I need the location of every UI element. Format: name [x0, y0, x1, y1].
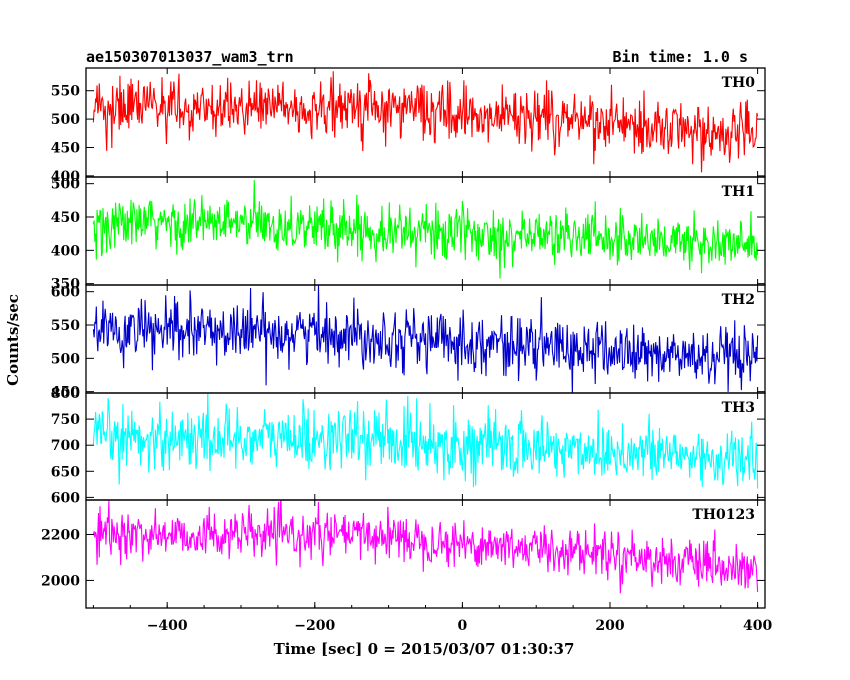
x-axis-label: Time [sec] 0 = 2015/03/07 01:30:37	[274, 640, 575, 658]
panel-th2: 450 500 550 600 TH2	[51, 284, 766, 401]
y-tick-label: 450	[51, 140, 80, 156]
y-tick-label: 450	[51, 385, 80, 401]
x-tick-label: −400	[147, 618, 188, 634]
y-axis-label: Counts/sec	[4, 294, 22, 386]
y-tick-label: 700	[51, 438, 80, 454]
y-tick-label: 600	[51, 285, 80, 301]
series-line-th1	[92, 180, 759, 279]
y-tick-label: 500	[51, 351, 80, 367]
panel-label: TH0	[722, 75, 756, 91]
x-tick-label: 400	[743, 618, 772, 634]
y-tick-label: 650	[51, 464, 80, 480]
x-axis: −400 −200 0 200 400	[92, 605, 772, 634]
panel-th0123: 2000 2200 TH0123	[41, 499, 766, 609]
series-line-th2	[92, 285, 759, 393]
series-line-th0123	[92, 500, 759, 594]
series-line-th0	[92, 71, 759, 173]
y-tick-label: 450	[51, 210, 80, 226]
panel-label: TH3	[722, 400, 755, 416]
x-tick-label: 200	[595, 618, 624, 634]
series-line-th3	[92, 393, 759, 489]
chart-title: ae150307013037_wam3_trn	[86, 48, 294, 66]
y-tick-label: 750	[51, 412, 80, 428]
y-tick-label: 400	[51, 169, 80, 185]
bin-time-label: Bin time: 1.0 s	[613, 48, 748, 66]
panel-label: TH0123	[692, 507, 755, 523]
y-tick-label: 600	[51, 490, 80, 506]
y-tick-label: 2200	[41, 527, 80, 543]
y-tick-label: 500	[51, 177, 80, 193]
y-tick-label: 400	[51, 243, 80, 259]
panel-th1: 350 400 450 500 TH1	[51, 176, 766, 293]
y-tick-label: 2000	[41, 573, 80, 589]
panels-group: 400 450 500 550 TH0 350 400 450 500 TH1 450 500 550 6…	[41, 67, 766, 609]
panel-th3: 600 650 700 750 800 TH3	[51, 386, 766, 506]
y-tick-label: 800	[51, 386, 80, 402]
y-tick-label: 500	[51, 112, 80, 128]
x-tick-label: −200	[294, 618, 335, 634]
panel-label: TH2	[722, 292, 755, 308]
panel-th0: 400 450 500 550 TH0	[51, 67, 766, 185]
x-tick-label: 0	[458, 618, 468, 634]
y-tick-label: 550	[51, 318, 80, 334]
y-tick-label: 550	[51, 84, 80, 100]
panel-label: TH1	[722, 184, 755, 200]
y-tick-label: 350	[51, 277, 80, 293]
